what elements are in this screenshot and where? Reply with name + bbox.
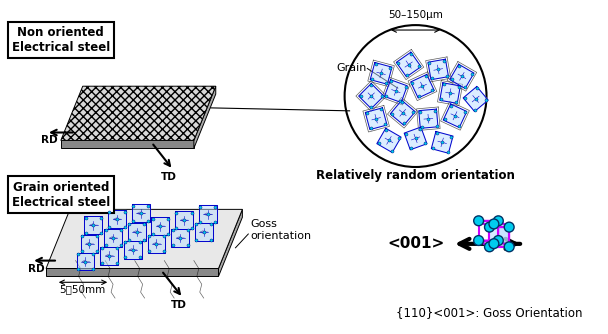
Polygon shape [440,83,460,103]
Text: {110}<001>: Goss Orientation: {110}<001>: Goss Orientation [396,306,582,319]
Polygon shape [108,210,126,228]
Polygon shape [218,209,243,276]
Polygon shape [80,235,98,253]
Circle shape [504,222,514,232]
Polygon shape [124,241,142,259]
Polygon shape [463,87,488,112]
Text: RD: RD [41,135,57,145]
Text: TD: TD [171,300,187,310]
Circle shape [489,239,499,248]
Polygon shape [175,211,193,229]
Polygon shape [365,108,387,130]
Polygon shape [404,127,427,150]
Polygon shape [61,86,216,140]
Polygon shape [419,109,438,128]
Circle shape [474,235,483,245]
Polygon shape [194,86,216,148]
Polygon shape [46,209,243,269]
Circle shape [489,219,499,229]
Polygon shape [46,269,218,276]
Text: <001>: <001> [387,236,444,252]
Circle shape [504,242,514,252]
Polygon shape [171,229,189,247]
Text: 5～50mm: 5～50mm [60,284,106,294]
Text: TD: TD [161,172,177,182]
Polygon shape [77,253,94,271]
Text: RD: RD [28,265,44,275]
Polygon shape [390,100,415,125]
Circle shape [494,216,503,226]
Polygon shape [128,223,145,241]
Polygon shape [377,128,401,153]
Polygon shape [151,217,169,235]
Polygon shape [61,140,194,148]
Polygon shape [443,104,467,128]
Text: 50–150μm: 50–150μm [388,10,443,20]
Circle shape [485,242,494,252]
Polygon shape [450,64,474,89]
Polygon shape [85,216,102,234]
Polygon shape [132,204,150,222]
Circle shape [485,222,494,232]
Polygon shape [195,223,213,241]
Polygon shape [489,227,509,247]
Polygon shape [410,74,434,98]
Polygon shape [428,59,449,80]
Text: Non oriented
Electrical steel: Non oriented Electrical steel [12,26,110,54]
Polygon shape [148,235,165,253]
Polygon shape [396,52,421,77]
Polygon shape [104,229,122,247]
Text: Grain: Grain [336,63,366,73]
Polygon shape [370,62,392,84]
Circle shape [494,235,503,245]
Circle shape [474,216,483,226]
Polygon shape [384,80,407,103]
Text: Goss
orientation: Goss orientation [250,219,311,241]
Polygon shape [478,240,509,247]
Text: Relatively random orientation: Relatively random orientation [316,169,515,182]
Polygon shape [478,221,509,227]
Polygon shape [359,84,384,109]
Text: Grain oriented
Electrical steel: Grain oriented Electrical steel [12,181,110,209]
Polygon shape [199,205,216,223]
Polygon shape [431,132,453,153]
Polygon shape [100,247,118,265]
Polygon shape [499,221,509,247]
